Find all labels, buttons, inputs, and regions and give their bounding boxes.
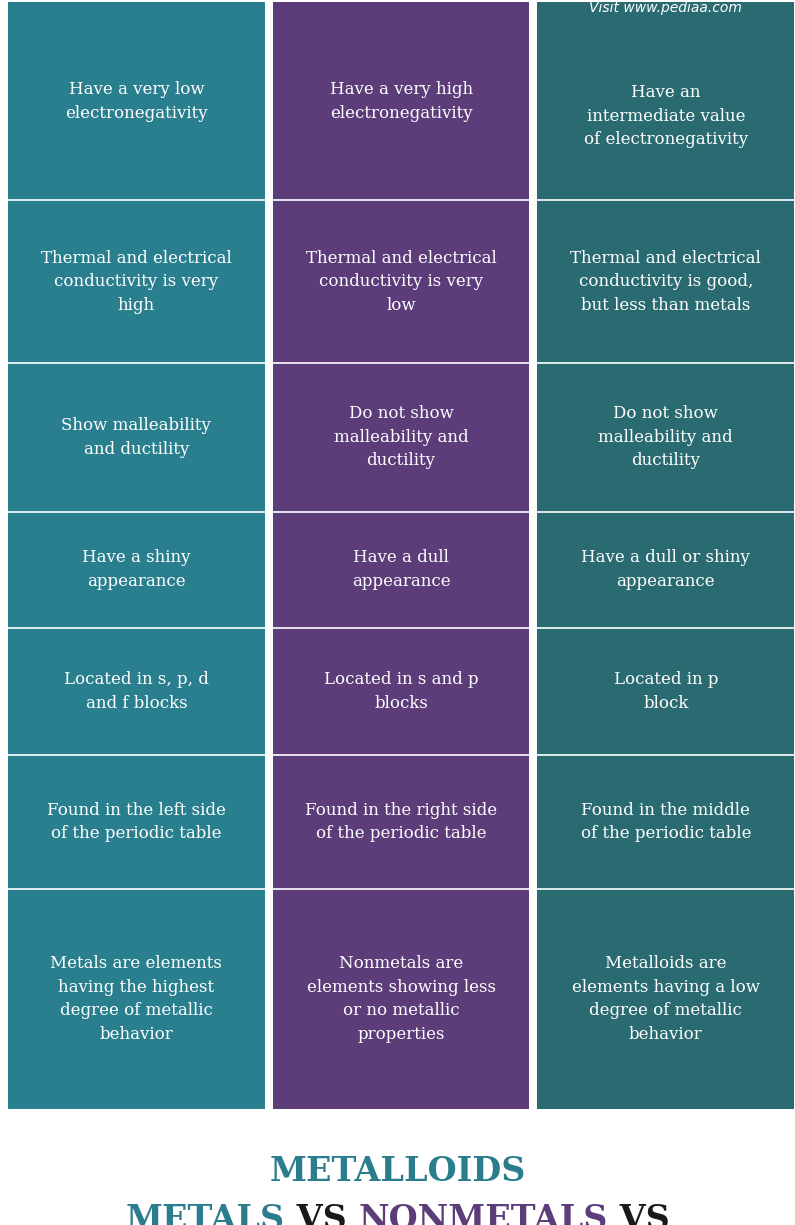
Text: Do not show
malleability and
ductility: Do not show malleability and ductility bbox=[599, 405, 733, 469]
Text: Have a very high
electronegativity: Have a very high electronegativity bbox=[329, 81, 473, 121]
Text: Nonmetals are
elements showing less
or no metallic
properties: Nonmetals are elements showing less or n… bbox=[307, 956, 495, 1042]
Text: Found in the right side
of the periodic table: Found in the right side of the periodic … bbox=[305, 802, 497, 843]
Bar bbox=[273, 2, 529, 1109]
Text: Thermal and electrical
conductivity is good,
but less than metals: Thermal and electrical conductivity is g… bbox=[571, 250, 761, 314]
Text: Visit www.pediaa.com: Visit www.pediaa.com bbox=[589, 1, 743, 15]
Text: NONMETALS: NONMETALS bbox=[359, 1203, 607, 1225]
Text: Located in p
block: Located in p block bbox=[614, 671, 718, 712]
Text: Have a dull
appearance: Have a dull appearance bbox=[351, 550, 451, 590]
Text: Have an
intermediate value
of electronegativity: Have an intermediate value of electroneg… bbox=[584, 85, 748, 148]
Text: METALS: METALS bbox=[126, 1203, 285, 1225]
Text: VS: VS bbox=[285, 1203, 359, 1225]
Text: Have a dull or shiny
appearance: Have a dull or shiny appearance bbox=[581, 550, 750, 590]
Text: Do not show
malleability and
ductility: Do not show malleability and ductility bbox=[334, 405, 468, 469]
Text: Show malleability
and ductility: Show malleability and ductility bbox=[61, 418, 211, 458]
Text: Found in the middle
of the periodic table: Found in the middle of the periodic tabl… bbox=[580, 802, 751, 843]
Text: Metalloids are
elements having a low
degree of metallic
behavior: Metalloids are elements having a low deg… bbox=[572, 956, 760, 1042]
Bar bbox=[529, 2, 537, 1109]
Bar bbox=[537, 2, 794, 1109]
Bar bbox=[8, 2, 265, 1109]
Text: Thermal and electrical
conductivity is very
high: Thermal and electrical conductivity is v… bbox=[41, 250, 231, 314]
Text: Metals are elements
having the highest
degree of metallic
behavior: Metals are elements having the highest d… bbox=[50, 956, 223, 1042]
Text: Located in s and p
blocks: Located in s and p blocks bbox=[324, 671, 479, 712]
Text: Located in s, p, d
and f blocks: Located in s, p, d and f blocks bbox=[64, 671, 209, 712]
Text: Have a very low
electronegativity: Have a very low electronegativity bbox=[65, 81, 207, 121]
Text: VS: VS bbox=[607, 1203, 669, 1225]
Text: Thermal and electrical
conductivity is very
low: Thermal and electrical conductivity is v… bbox=[306, 250, 496, 314]
Text: METALLOIDS: METALLOIDS bbox=[270, 1155, 525, 1188]
Text: Found in the left side
of the periodic table: Found in the left side of the periodic t… bbox=[47, 802, 226, 843]
Text: Have a shiny
appearance: Have a shiny appearance bbox=[82, 550, 191, 590]
Bar bbox=[265, 2, 273, 1109]
